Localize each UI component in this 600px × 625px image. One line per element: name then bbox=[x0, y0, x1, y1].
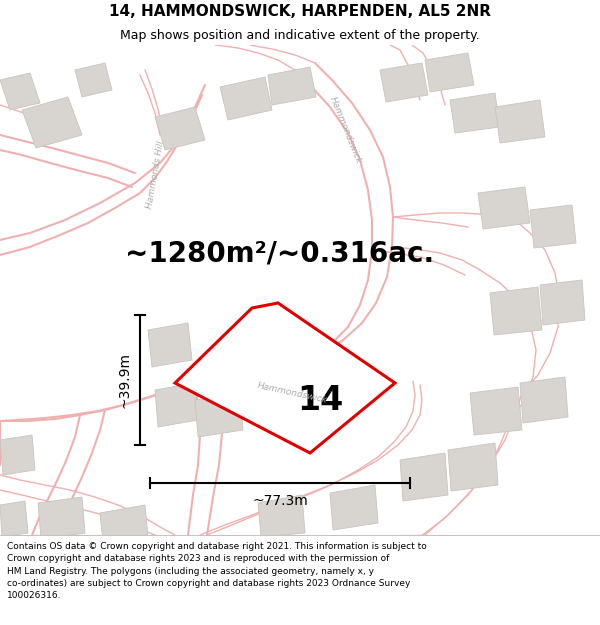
Polygon shape bbox=[450, 93, 500, 133]
Text: Hammonds Hill: Hammonds Hill bbox=[145, 141, 166, 209]
Polygon shape bbox=[380, 63, 428, 102]
Text: 14, HAMMONDSWICK, HARPENDEN, AL5 2NR: 14, HAMMONDSWICK, HARPENDEN, AL5 2NR bbox=[109, 4, 491, 19]
Polygon shape bbox=[268, 67, 316, 105]
Polygon shape bbox=[490, 287, 542, 335]
Text: Hammondswick: Hammondswick bbox=[328, 95, 362, 165]
Polygon shape bbox=[155, 107, 205, 150]
Polygon shape bbox=[155, 383, 198, 427]
Text: ~39.9m: ~39.9m bbox=[118, 352, 132, 408]
Polygon shape bbox=[478, 187, 530, 229]
Polygon shape bbox=[520, 377, 568, 423]
Polygon shape bbox=[448, 443, 498, 491]
Polygon shape bbox=[195, 393, 243, 437]
Polygon shape bbox=[530, 205, 576, 248]
Polygon shape bbox=[470, 387, 522, 435]
Polygon shape bbox=[258, 495, 305, 537]
Polygon shape bbox=[425, 53, 474, 92]
Polygon shape bbox=[400, 453, 448, 501]
Text: ~1280m²/~0.316ac.: ~1280m²/~0.316ac. bbox=[125, 239, 434, 267]
Polygon shape bbox=[495, 100, 545, 143]
Polygon shape bbox=[148, 323, 192, 367]
Polygon shape bbox=[0, 501, 28, 537]
Polygon shape bbox=[0, 73, 40, 110]
Polygon shape bbox=[38, 497, 85, 539]
Polygon shape bbox=[220, 77, 272, 120]
Polygon shape bbox=[540, 280, 585, 325]
Polygon shape bbox=[330, 485, 378, 530]
Polygon shape bbox=[22, 97, 82, 148]
Polygon shape bbox=[100, 505, 148, 543]
Text: ~77.3m: ~77.3m bbox=[252, 494, 308, 508]
Text: 14: 14 bbox=[297, 384, 343, 416]
Text: Map shows position and indicative extent of the property.: Map shows position and indicative extent… bbox=[120, 29, 480, 42]
Text: Hammondswick: Hammondswick bbox=[256, 381, 328, 405]
Polygon shape bbox=[0, 435, 35, 475]
Text: Contains OS data © Crown copyright and database right 2021. This information is : Contains OS data © Crown copyright and d… bbox=[7, 542, 427, 600]
Polygon shape bbox=[175, 303, 395, 453]
Polygon shape bbox=[75, 63, 112, 97]
